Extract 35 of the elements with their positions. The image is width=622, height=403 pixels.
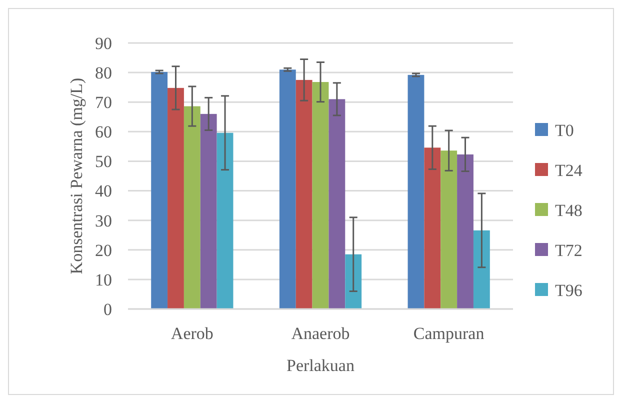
x-tick-label: Aerob (170, 324, 214, 343)
x-tick-label: Anaerob (291, 324, 350, 343)
y-tick-label: 20 (95, 240, 112, 260)
legend-label: T48 (555, 200, 582, 220)
y-tick-label: 80 (95, 64, 112, 83)
y-tick-label: 50 (95, 152, 112, 172)
legend-label: T0 (555, 120, 574, 140)
y-tick-label: 30 (95, 211, 112, 230)
y-tick-label: 10 (95, 270, 112, 290)
bar (216, 132, 234, 309)
bar (296, 80, 312, 309)
bar (279, 70, 296, 309)
y-tick-label: 70 (95, 93, 112, 112)
bar (151, 72, 168, 309)
y-tick-label: 40 (95, 182, 112, 201)
y-tick-label: 60 (95, 122, 112, 142)
bar (200, 114, 217, 309)
y-tick-label: 90 (95, 34, 112, 53)
bar (184, 106, 200, 309)
bar (328, 99, 346, 309)
bar (473, 230, 490, 309)
x-axis-title: Perlakuan (286, 356, 355, 375)
bar (408, 74, 424, 309)
x-tick-label: Campuran (413, 324, 485, 343)
legend-label: T24 (555, 160, 583, 180)
bar (168, 88, 184, 309)
legend-label: T72 (555, 240, 582, 260)
bar (312, 82, 329, 309)
y-tick-label: 0 (104, 300, 112, 319)
bar (424, 148, 441, 309)
bar (457, 154, 474, 309)
legend-label: T96 (555, 280, 582, 300)
bar (440, 150, 458, 309)
y-axis-title: Konsentrasi Pewarna (mg/L) (67, 78, 86, 274)
bar (345, 254, 362, 309)
